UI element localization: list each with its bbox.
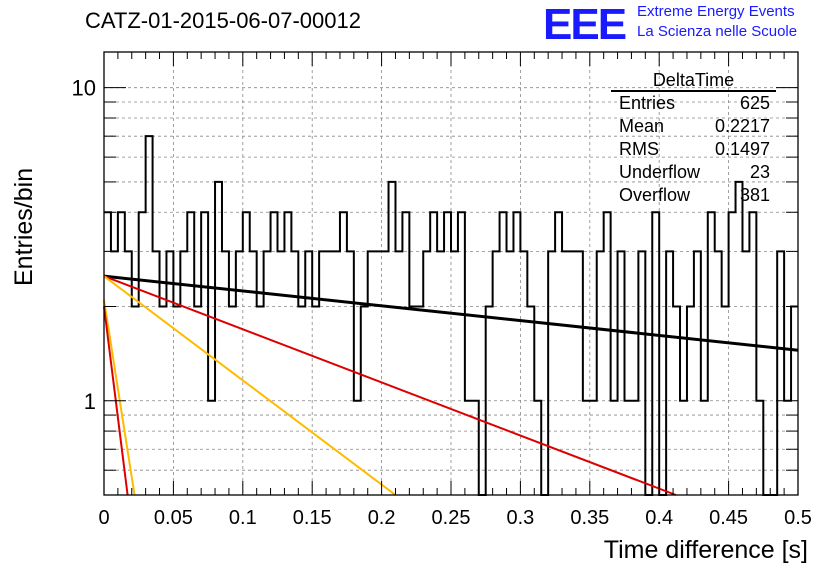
stats-row-underflow: Underflow 23 <box>611 161 776 184</box>
y-axis-label: Entries/bin <box>10 167 38 286</box>
brand-line-2: La Scienza nelle Scuole <box>637 23 798 40</box>
stats-row-mean: Mean 0.2217 <box>611 115 776 138</box>
stats-row-entries: Entries 625 <box>611 92 776 115</box>
histogram-step-line <box>104 135 798 496</box>
stats-label: Mean <box>619 116 665 136</box>
x-tick-label: 0.05 <box>154 507 193 529</box>
stats-label: Overflow <box>619 185 691 205</box>
x-axis-label: Time difference [s] <box>603 536 808 564</box>
fit-curves <box>103 274 799 496</box>
stats-label: Entries <box>619 93 676 113</box>
stats-value: 381 <box>739 185 770 205</box>
x-tick-label: 0.2 <box>368 507 396 529</box>
stats-value: 23 <box>749 162 770 182</box>
fit-curve-0 <box>103 274 799 352</box>
fit-curve-3 <box>103 299 136 496</box>
y-tick-label: 10 <box>72 76 96 101</box>
x-tick-label: 0.3 <box>506 507 534 529</box>
x-tick-label: 0.1 <box>229 507 257 529</box>
stats-box: DeltaTime Entries 625 Mean 0.2217 RMS 0.… <box>611 70 776 207</box>
x-tick-label: 0.15 <box>293 507 332 529</box>
x-tick-label: 0.4 <box>645 507 673 529</box>
stats-value: 0.2217 <box>714 116 770 136</box>
histogram <box>104 135 798 496</box>
fit-curve-1 <box>103 275 677 496</box>
stats-row-overflow: Overflow 381 <box>611 184 776 207</box>
x-tick-label: 0.5 <box>784 507 812 529</box>
x-tick-label: 0.35 <box>570 507 609 529</box>
plot-frame <box>103 51 799 496</box>
stats-title: DeltaTime <box>611 70 776 92</box>
eee-logo: EEE <box>543 0 627 49</box>
brand-line-1: Extreme Energy Events <box>637 3 795 20</box>
stats-row-rms: RMS 0.1497 <box>611 138 776 161</box>
fit-curve-2 <box>103 275 397 496</box>
plot-title: CATZ-01-2015-06-07-00012 <box>85 8 361 33</box>
x-tick-label: 0.45 <box>709 507 748 529</box>
stats-label: Underflow <box>619 162 701 182</box>
y-tick-label: 1 <box>84 389 96 414</box>
stats-label: RMS <box>619 139 659 159</box>
x-tick-label: 0.25 <box>432 507 471 529</box>
stats-value: 625 <box>739 93 770 113</box>
stats-value: 0.1497 <box>714 139 770 159</box>
x-tick-label: 0 <box>98 507 109 529</box>
